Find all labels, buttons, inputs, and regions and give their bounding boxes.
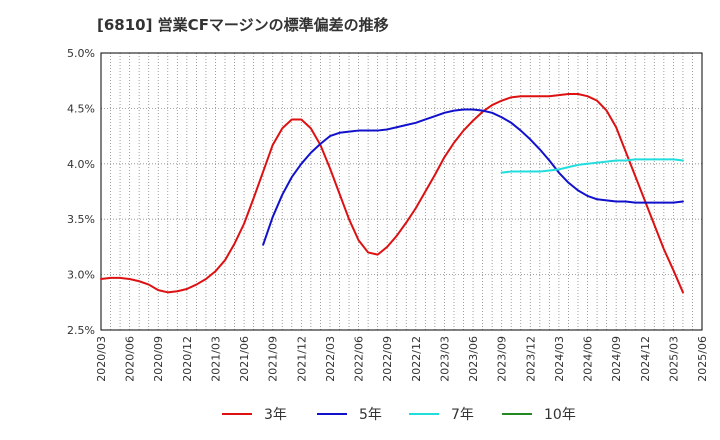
y-tick-label: 3.0%	[67, 269, 95, 282]
x-tick-label: 2023/12	[524, 336, 537, 382]
series-line-1	[100, 93, 684, 294]
x-tick-label: 2020/03	[95, 336, 108, 382]
x-tick-label: 2020/12	[181, 336, 194, 382]
x-tick-label: 2023/09	[496, 336, 509, 382]
y-axis-ticks: 2.5% 3.0% 3.5% 4.0% 4.5% 5.0%	[67, 47, 95, 337]
x-tick-label: 2021/03	[209, 336, 222, 382]
x-tick-label: 2022/09	[381, 336, 394, 382]
x-tick-label: 2022/03	[324, 336, 337, 382]
x-tick-label: 2020/06	[124, 336, 137, 382]
legend-label: 7年	[451, 407, 474, 423]
x-tick-label: 2022/06	[353, 336, 366, 382]
y-tick-label: 3.5%	[67, 213, 95, 226]
x-tick-label: 2023/03	[438, 336, 451, 382]
plot-area	[101, 53, 702, 330]
x-tick-label: 2024/09	[610, 336, 623, 382]
plot-frame	[100, 52, 703, 331]
y-tick-label: 2.5%	[67, 324, 95, 337]
x-tick-label: 2021/09	[267, 336, 280, 382]
x-tick-label: 2025/06	[696, 336, 709, 382]
x-tick-label: 2025/03	[667, 336, 680, 382]
x-tick-label: 2024/06	[582, 336, 595, 382]
x-tick-label: 2022/12	[410, 336, 423, 382]
y-tick-label: 5.0%	[67, 47, 95, 60]
chart-title: [6810] 営業CFマージンの標準偏差の推移	[97, 16, 389, 34]
y-tick-label: 4.5%	[67, 102, 95, 115]
legend-label: 3年	[264, 407, 287, 423]
legend: 3年 5年 7年 10年	[222, 407, 576, 423]
x-tick-label: 2024/03	[553, 336, 566, 382]
legend-label: 10年	[544, 407, 576, 423]
y-tick-label: 4.0%	[67, 158, 95, 171]
x-tick-label: 2024/12	[639, 336, 652, 382]
x-axis-ticks: 2020/03 2020/06 2020/09 2020/12 2021/03 2021/…	[95, 336, 709, 382]
x-tick-label: 2023/06	[467, 336, 480, 382]
x-tick-label: 2021/12	[295, 336, 308, 382]
series-line-3	[500, 158, 684, 174]
legend-label: 5年	[359, 407, 382, 423]
series-line-2	[262, 108, 684, 246]
horizontal-gridlines	[101, 108, 702, 276]
x-tick-label: 2020/09	[152, 336, 165, 382]
x-tick-label: 2021/06	[238, 336, 251, 382]
series-layer	[100, 93, 684, 294]
